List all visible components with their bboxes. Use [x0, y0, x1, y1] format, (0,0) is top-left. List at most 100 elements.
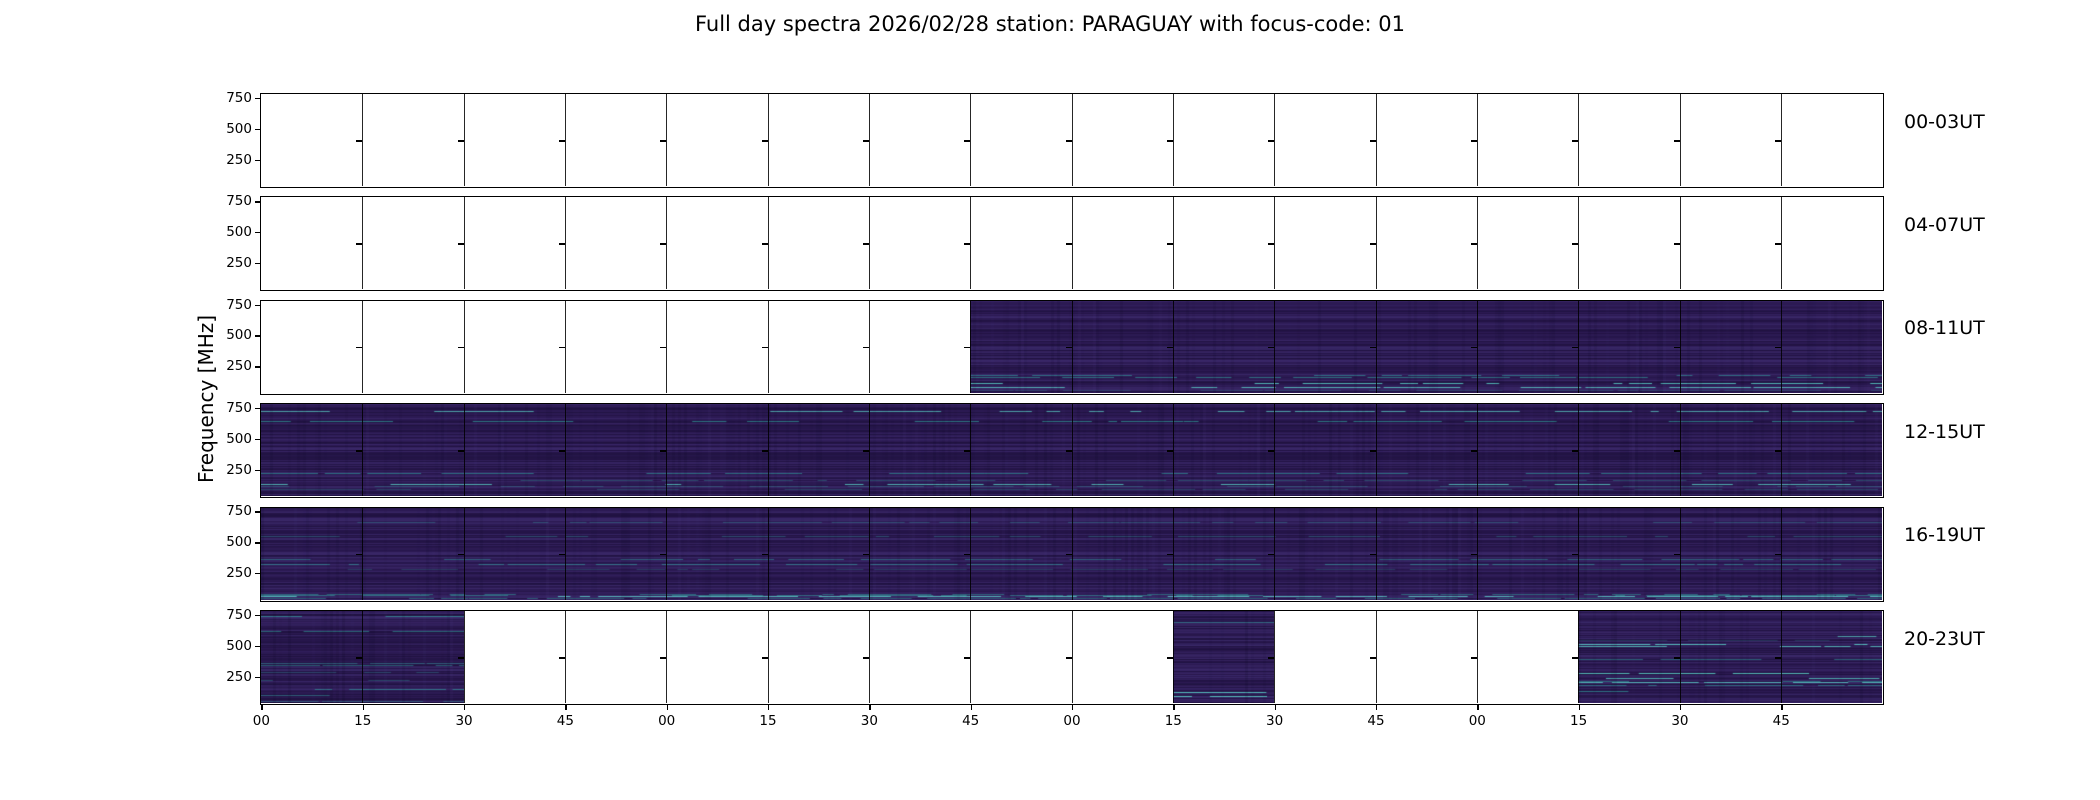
segment-tick — [1774, 243, 1781, 245]
segment-divider — [1172, 611, 1174, 703]
segment-tick — [1470, 450, 1477, 452]
segment-divider — [1578, 94, 1580, 186]
segment-divider — [1780, 404, 1782, 497]
segment-tick — [660, 657, 667, 659]
x-tick-mark — [1375, 705, 1378, 710]
segment-divider — [362, 197, 364, 290]
segment-divider — [1476, 197, 1478, 290]
x-tick-label: 30 — [860, 713, 878, 729]
segment-tick — [457, 140, 464, 142]
segment-tick — [1673, 243, 1680, 245]
segment-tick — [457, 346, 464, 349]
y-tick-label: 250 — [226, 358, 252, 375]
segment-tick — [1673, 346, 1680, 349]
segment-tick — [457, 243, 464, 245]
y-tick-mark — [255, 542, 260, 544]
segment-divider — [1578, 404, 1580, 497]
segment-divider — [1274, 507, 1276, 600]
segment-tick — [964, 140, 971, 142]
segment-divider — [1780, 507, 1782, 600]
segment-tick — [1369, 657, 1376, 659]
segment-divider — [1274, 94, 1276, 186]
x-tick-mark — [362, 705, 365, 710]
segment-tick — [1774, 140, 1781, 142]
y-tick-mark — [255, 335, 260, 337]
spectra-panel-12-15ut — [260, 403, 1884, 499]
segment-tick — [964, 657, 971, 659]
y-tick-mark — [255, 128, 260, 131]
segment-tick — [1369, 450, 1376, 452]
segment-tick — [1470, 346, 1477, 349]
x-tick-label: 45 — [962, 713, 980, 729]
segment-divider — [666, 404, 668, 497]
y-tick-mark — [255, 262, 260, 265]
y-tick-mark — [255, 676, 260, 678]
spectra-panel-04-07ut — [260, 196, 1884, 292]
segment-tick — [1572, 553, 1579, 556]
segment-tick — [1268, 657, 1275, 659]
segment-divider — [767, 197, 769, 290]
x-tick-mark — [261, 705, 263, 710]
segment-divider — [1679, 300, 1681, 393]
panel-time-label: 20-23UT — [1904, 627, 1985, 650]
segment-divider — [868, 300, 870, 393]
x-tick-label: 15 — [354, 713, 372, 729]
segment-divider — [564, 611, 566, 703]
segment-divider — [868, 611, 870, 703]
segment-divider — [1172, 507, 1174, 600]
y-tick-label: 750 — [226, 399, 252, 416]
y-tick-label: 750 — [226, 503, 252, 520]
spectra-panel-00-03ut — [260, 93, 1884, 188]
segment-divider — [1172, 300, 1174, 393]
segment-divider — [1071, 300, 1073, 393]
segment-tick — [457, 450, 464, 452]
y-tick-label: 250 — [226, 565, 252, 582]
segment-divider — [1172, 94, 1174, 186]
y-tick-label: 750 — [226, 89, 252, 106]
x-tick-mark — [1679, 705, 1682, 710]
segment-divider — [1578, 300, 1580, 393]
y-tick-mark — [255, 159, 260, 161]
x-tick-mark — [464, 705, 466, 710]
segment-tick — [1166, 553, 1173, 556]
x-tick-label: 30 — [1266, 713, 1284, 729]
segment-tick — [356, 243, 363, 245]
segment-tick — [660, 243, 667, 245]
x-tick-label: 00 — [658, 713, 676, 729]
y-tick-mark — [255, 511, 260, 513]
segment-tick — [1166, 657, 1173, 659]
segment-divider — [1679, 197, 1681, 290]
x-tick-mark — [666, 705, 669, 710]
segment-tick — [1166, 243, 1173, 245]
segment-divider — [1476, 300, 1478, 393]
y-tick-label: 500 — [226, 430, 252, 447]
segment-divider — [362, 611, 364, 703]
segment-divider — [666, 197, 668, 290]
segment-divider — [1274, 404, 1276, 497]
panel-time-label: 12-15UT — [1904, 420, 1985, 443]
segment-divider — [1476, 404, 1478, 497]
segment-divider — [666, 94, 668, 186]
segment-divider — [970, 404, 972, 497]
segment-tick — [1470, 657, 1477, 659]
segment-tick — [1268, 346, 1275, 349]
segment-divider — [868, 197, 870, 290]
segment-divider — [767, 507, 769, 600]
segment-divider — [767, 94, 769, 186]
segment-tick — [964, 346, 971, 349]
x-tick-label: 45 — [1367, 713, 1385, 729]
x-tick-label: 00 — [1063, 713, 1081, 729]
segment-tick — [1572, 346, 1579, 349]
segment-divider — [1780, 94, 1782, 186]
chart-title: Full day spectra 2026/02/28 station: PAR… — [694, 12, 1406, 36]
segment-tick — [1369, 346, 1376, 349]
segment-divider — [564, 94, 566, 186]
segment-divider — [1071, 611, 1073, 703]
y-tick-mark — [255, 469, 260, 472]
segment-tick — [761, 346, 768, 349]
y-tick-mark — [255, 97, 260, 100]
segment-tick — [862, 657, 869, 659]
segment-divider — [362, 300, 364, 393]
segment-divider — [1274, 300, 1276, 393]
